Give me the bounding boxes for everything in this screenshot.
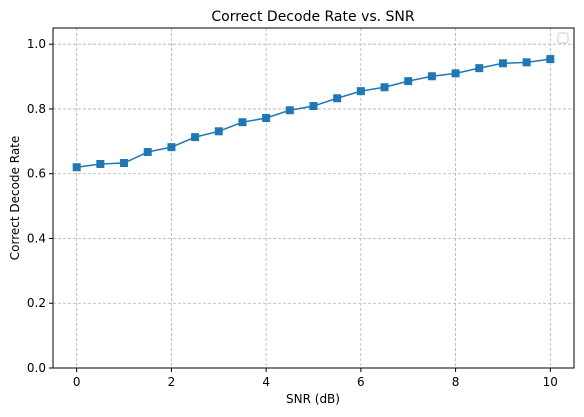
y-tick-label: 0.6 [27,167,46,181]
data-point [96,160,105,168]
data-point [214,127,223,136]
y-tick-label: 0.2 [27,296,46,310]
data-point [404,77,413,86]
x-tick-label: 2 [168,375,176,389]
y-tick-label: 1.0 [27,37,46,51]
data-point [120,159,129,168]
y-tick-label: 0.8 [27,102,46,116]
legend-box [557,32,569,44]
x-tick-label: 10 [543,375,558,389]
plot-area [53,28,574,369]
data-point [475,64,484,73]
data-point [262,114,271,123]
data-point [309,102,318,111]
data-point [285,106,294,115]
y-tick-label: 0.0 [27,361,46,375]
data-point [238,118,247,127]
data-point [72,163,81,172]
y-axis-label: Correct Decode Rate [8,136,22,261]
data-point [498,59,507,68]
data-point [167,143,176,152]
data-point [333,94,342,103]
data-point [546,55,555,64]
data-point [191,133,200,142]
x-tick-label: 0 [73,375,81,389]
x-tick-label: 8 [452,375,460,389]
data-point [427,72,436,81]
data-point [356,87,365,96]
chart-title: Correct Decode Rate vs. SNR [211,9,415,25]
x-axis-label: SNR (dB) [286,392,340,406]
data-point [143,148,152,157]
x-tick-label: 4 [262,375,270,389]
y-tick-label: 0.4 [27,231,46,245]
x-tick-label: 6 [357,375,365,389]
data-point [522,58,531,67]
data-point [380,83,389,92]
data-point [451,69,460,78]
axes-frame [52,27,575,369]
